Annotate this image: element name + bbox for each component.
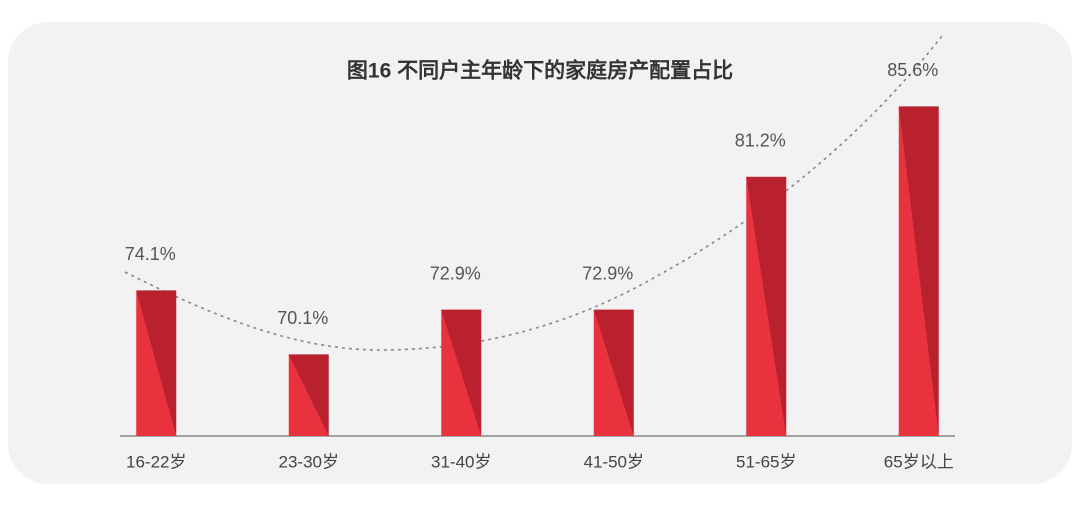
chart-title: 图16 不同户主年龄下的家庭房产配置占比 xyxy=(347,59,733,83)
bar xyxy=(288,354,329,436)
panel xyxy=(8,22,1072,484)
value-label: 72.9% xyxy=(430,263,481,283)
value-label: 70.1% xyxy=(277,308,328,328)
bar xyxy=(898,106,939,437)
value-label: 81.2% xyxy=(735,131,786,151)
bar xyxy=(441,309,482,436)
bar xyxy=(136,290,177,436)
value-label: 72.9% xyxy=(582,263,633,283)
x-tick-label: 31-40岁 xyxy=(431,452,491,471)
bar xyxy=(593,309,634,436)
x-tick-label: 65岁以上 xyxy=(884,452,954,471)
value-label: 74.1% xyxy=(125,244,176,264)
x-tick-label: 23-30岁 xyxy=(279,452,339,471)
value-label: 85.6% xyxy=(887,60,938,80)
x-tick-label: 41-50岁 xyxy=(584,452,644,471)
x-tick-label: 51-65岁 xyxy=(736,452,796,471)
x-tick-label: 16-22岁 xyxy=(126,452,186,471)
bar xyxy=(746,176,787,437)
